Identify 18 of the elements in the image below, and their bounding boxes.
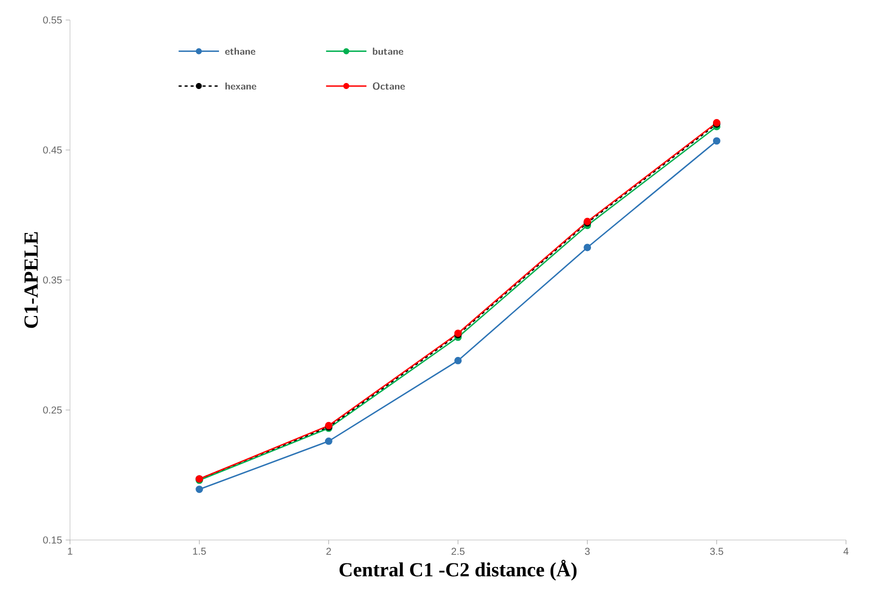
y-tick-label: 0.55 bbox=[43, 16, 62, 24]
x-tick-label: 3.5 bbox=[710, 548, 724, 555]
legend-label: Octane bbox=[372, 82, 405, 90]
x-tick-label: 3 bbox=[584, 548, 590, 555]
x-tick-label: 4 bbox=[843, 548, 848, 555]
x-tick-label: 1 bbox=[68, 548, 72, 555]
legend-label: hexane bbox=[225, 82, 256, 90]
y-tick-label: 0.45 bbox=[43, 146, 62, 154]
y-axis-title: C1-APELE bbox=[24, 232, 38, 328]
x-tick-label: 2.5 bbox=[452, 548, 465, 555]
y-tick-label: 0.25 bbox=[43, 406, 62, 414]
x-axis-title: Central C1 -C2 distance (Å) bbox=[340, 560, 577, 581]
x-tick-label: 2 bbox=[326, 548, 331, 555]
y-tick-label: 0.35 bbox=[43, 276, 62, 284]
legend-label: butane bbox=[372, 48, 404, 55]
x-tick-label: 1.5 bbox=[193, 548, 206, 555]
legend-label: ethane bbox=[225, 48, 256, 55]
y-tick-label: 0.15 bbox=[43, 536, 62, 544]
